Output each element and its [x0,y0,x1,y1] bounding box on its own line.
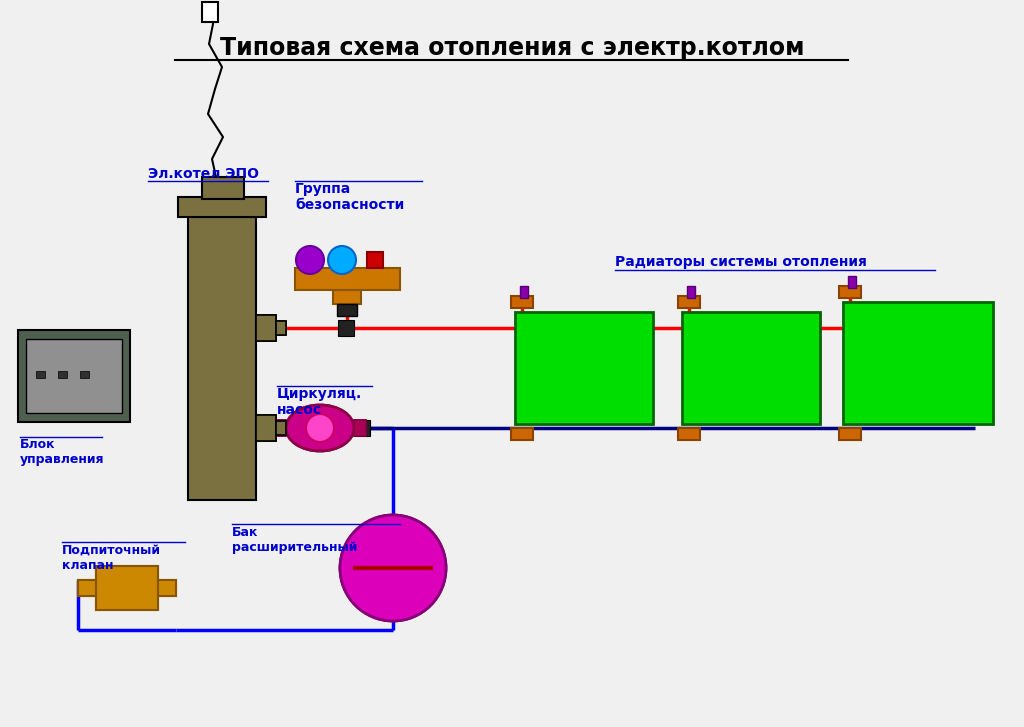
Bar [276,421,286,435]
Circle shape [328,246,356,274]
Bar [78,580,96,596]
Bar [202,2,218,22]
Bar [843,302,993,424]
Text: Радиаторы системы отопления: Радиаторы системы отопления [615,255,867,269]
Ellipse shape [286,405,354,451]
Bar [511,296,534,308]
Circle shape [340,515,446,621]
Bar [511,428,534,440]
Bar [520,286,528,298]
Bar [256,315,276,341]
Bar [839,286,861,298]
Bar [276,321,286,335]
Bar [26,339,122,413]
Bar [202,177,244,199]
Bar [78,580,96,596]
Text: Группа
безопасности: Группа безопасности [295,182,404,212]
Bar [333,290,361,304]
Bar [158,580,176,596]
Bar [276,421,286,435]
Circle shape [306,414,334,442]
Bar [36,371,45,378]
Circle shape [306,414,334,442]
Bar [295,268,400,290]
Bar [18,330,130,422]
Bar [338,320,354,336]
Bar [678,428,700,440]
Bar [274,420,286,436]
Bar [256,415,276,441]
Bar [839,428,861,440]
Text: Типовая схема отопления с электр.котлом: Типовая схема отопления с электр.котлом [220,36,804,60]
Bar [337,304,357,316]
Circle shape [296,246,324,274]
Bar [367,252,383,268]
Bar [256,315,276,341]
Bar [188,215,256,500]
Text: Бак
расширительный: Бак расширительный [232,526,357,554]
Bar [515,312,653,424]
Bar [687,286,695,298]
Bar [354,420,370,436]
Bar [274,420,286,436]
Text: Циркуляц.
насос: Циркуляц. насос [278,387,362,417]
Bar [96,566,158,610]
Bar [848,276,856,288]
Bar [678,296,700,308]
Ellipse shape [286,405,354,451]
Bar [96,566,158,610]
Bar [354,420,366,436]
Text: Блок
управления: Блок управления [20,438,104,466]
Bar [256,415,276,441]
Bar [310,420,326,436]
Text: Эл.котел ЭПО: Эл.котел ЭПО [148,167,259,181]
Bar [354,420,366,436]
Bar [58,371,67,378]
Bar [80,371,89,378]
Circle shape [340,515,446,621]
Bar [276,321,286,335]
Bar [682,312,820,424]
Bar [158,580,176,596]
Bar [178,197,266,217]
Text: Подпиточный
клапан: Подпиточный клапан [62,544,161,572]
